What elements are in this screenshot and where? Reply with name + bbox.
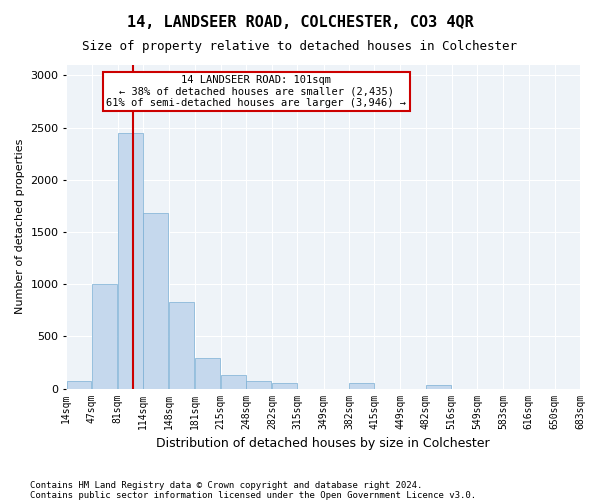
Bar xyxy=(272,383,297,388)
X-axis label: Distribution of detached houses by size in Colchester: Distribution of detached houses by size … xyxy=(157,437,490,450)
Text: 14 LANDSEER ROAD: 101sqm
← 38% of detached houses are smaller (2,435)
61% of sem: 14 LANDSEER ROAD: 101sqm ← 38% of detach… xyxy=(106,74,406,108)
Bar xyxy=(118,133,143,388)
Bar xyxy=(143,213,168,388)
Y-axis label: Number of detached properties: Number of detached properties xyxy=(15,139,25,314)
Text: 14, LANDSEER ROAD, COLCHESTER, CO3 4QR: 14, LANDSEER ROAD, COLCHESTER, CO3 4QR xyxy=(127,15,473,30)
Text: Contains public sector information licensed under the Open Government Licence v3: Contains public sector information licen… xyxy=(30,491,476,500)
Text: Contains HM Land Registry data © Crown copyright and database right 2024.: Contains HM Land Registry data © Crown c… xyxy=(30,481,422,490)
Bar xyxy=(246,380,271,388)
Bar xyxy=(92,284,117,389)
Bar xyxy=(195,358,220,388)
Bar xyxy=(67,380,91,388)
Bar xyxy=(349,383,374,388)
Bar xyxy=(169,302,194,388)
Bar xyxy=(221,375,246,388)
Bar xyxy=(426,386,451,388)
Text: Size of property relative to detached houses in Colchester: Size of property relative to detached ho… xyxy=(83,40,517,53)
